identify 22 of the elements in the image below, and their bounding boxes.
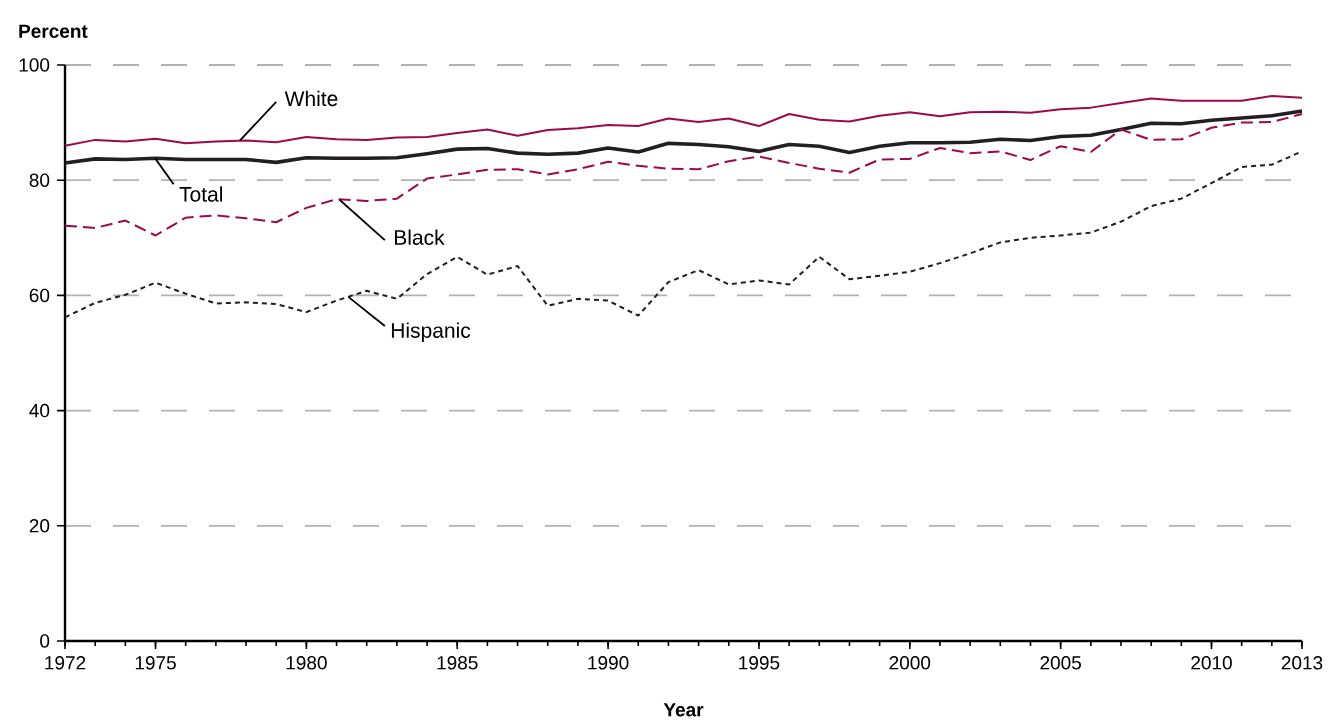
y-tick-label: 60 — [29, 288, 50, 303]
x-tick-label: 1972 — [45, 655, 86, 670]
x-tick-label: 1985 — [437, 655, 478, 670]
x-tick-label: 2000 — [889, 655, 931, 670]
x-tick-label: 1990 — [588, 655, 629, 670]
series-label: Total — [179, 186, 223, 202]
x-axis-title: Year — [663, 703, 704, 717]
x-tick-label: 1975 — [135, 655, 176, 670]
y-tick-label: 100 — [19, 58, 50, 72]
y-axis-title: Percent — [19, 24, 88, 38]
x-tick-label: 2005 — [1040, 655, 1081, 670]
series-label: White — [284, 90, 338, 107]
y-tick-label: 40 — [29, 403, 50, 418]
y-tick-label: 0 — [40, 634, 50, 648]
x-tick-label: 1980 — [286, 655, 327, 670]
x-tick-label: 2013 — [1281, 655, 1323, 670]
series-label: Hispanic — [391, 322, 471, 342]
y-tick-label: 80 — [29, 173, 50, 187]
y-tick-label: 20 — [29, 519, 50, 533]
x-tick-label: 1995 — [739, 655, 780, 670]
x-tick-label: 2010 — [1191, 655, 1232, 670]
series-label: Black — [394, 229, 445, 245]
